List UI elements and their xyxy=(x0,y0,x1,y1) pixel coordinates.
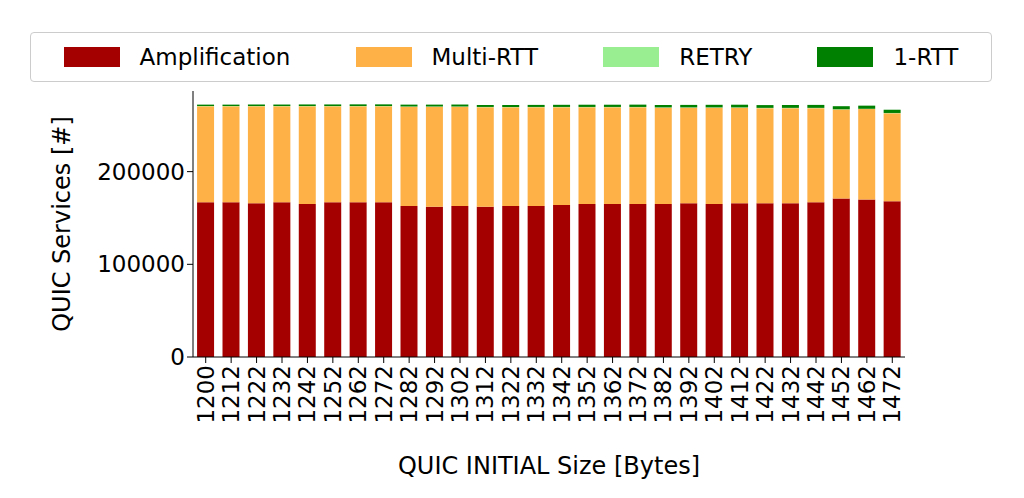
svg-text:200000: 200000 xyxy=(97,159,185,185)
svg-text:1402: 1402 xyxy=(701,365,727,424)
html-text:QUIC Services [#]: QUIC Services [#] xyxy=(48,116,76,332)
svg-text:1262: 1262 xyxy=(345,365,371,424)
svg-text:1312: 1312 xyxy=(472,365,498,424)
html-text:Amplification: Amplification xyxy=(139,44,291,70)
svg-text:1452: 1452 xyxy=(828,365,854,424)
svg-text:1412: 1412 xyxy=(727,365,753,424)
svg-text:1352: 1352 xyxy=(574,365,600,424)
svg-text:1432: 1432 xyxy=(778,365,804,424)
svg-text:1422: 1422 xyxy=(752,365,778,424)
svg-text:1392: 1392 xyxy=(676,365,702,424)
svg-text:1322: 1322 xyxy=(498,365,524,424)
svg-text:1472: 1472 xyxy=(879,365,905,424)
svg-text:1462: 1462 xyxy=(854,365,880,424)
svg-text:1382: 1382 xyxy=(650,365,676,424)
svg-text:1292: 1292 xyxy=(422,365,448,424)
html-text:Multi-RTT: Multi-RTT xyxy=(431,44,538,70)
svg-text:1442: 1442 xyxy=(803,365,829,424)
svg-text:1232: 1232 xyxy=(269,365,295,424)
svg-text:1242: 1242 xyxy=(294,365,320,424)
html-text:1-RTT: 1-RTT xyxy=(893,44,959,70)
svg-text:1332: 1332 xyxy=(523,365,549,424)
html-text:RETRY: RETRY xyxy=(679,44,753,70)
svg-text:1372: 1372 xyxy=(625,365,651,424)
svg-text:1222: 1222 xyxy=(244,365,270,424)
svg-text:1282: 1282 xyxy=(396,365,422,424)
svg-text:1342: 1342 xyxy=(549,365,575,424)
svg-text:1302: 1302 xyxy=(447,365,473,424)
svg-text:1200: 1200 xyxy=(193,365,219,424)
svg-text:1212: 1212 xyxy=(218,365,244,424)
svg-text:1272: 1272 xyxy=(371,365,397,424)
svg-text:1252: 1252 xyxy=(320,365,346,424)
svg-text:0: 0 xyxy=(170,344,185,370)
svg-text:100000: 100000 xyxy=(97,251,185,277)
svg-text:1362: 1362 xyxy=(600,365,626,424)
html-text:QUIC INITIAL Size [Bytes]: QUIC INITIAL Size [Bytes] xyxy=(397,452,701,480)
